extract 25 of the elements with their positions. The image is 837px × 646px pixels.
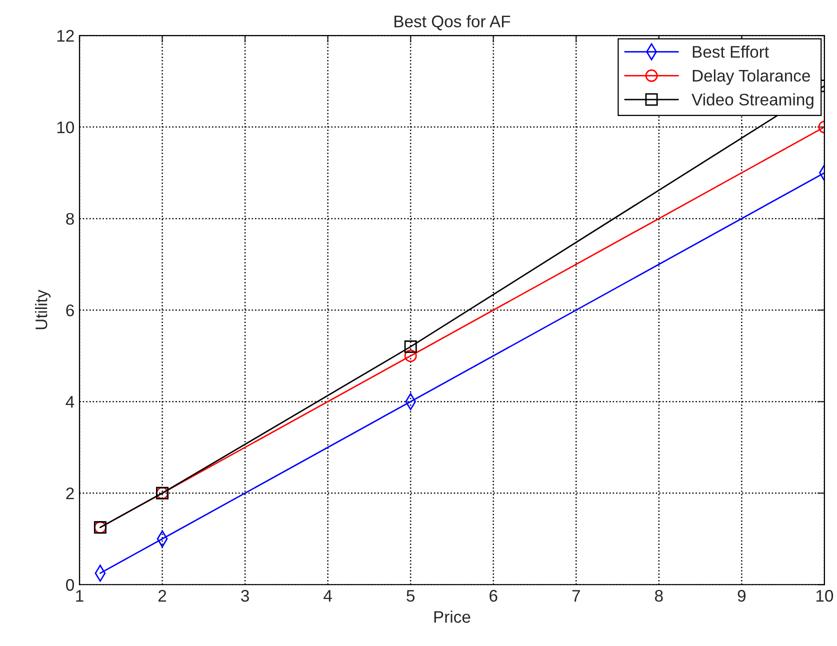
point: [404, 350, 417, 362]
y-tick-label: 2: [66, 488, 74, 500]
x-tick-label: 7: [572, 590, 580, 602]
y-tick-label: 8: [66, 212, 74, 225]
x-tick-label: 3: [241, 590, 249, 602]
y-axis-title: Utility: [35, 290, 51, 330]
legend-label: Video Streaming: [692, 93, 814, 109]
point: [404, 340, 417, 353]
x-tick-label: 9: [738, 590, 746, 602]
legend-label: Best Effort: [692, 46, 769, 58]
x-tick-label: 6: [490, 590, 498, 602]
y-tick-label: 0: [66, 579, 74, 591]
x-tick-label: 8: [654, 590, 663, 602]
x-tick-label: 5: [406, 590, 415, 602]
chart-title: Best Qos for AF: [394, 15, 510, 30]
y-tick-label: 10: [57, 121, 74, 134]
y-tick-label: 12: [57, 30, 74, 42]
y-tick-label: 6: [66, 304, 74, 316]
legend-label: Delay Tolarance: [692, 69, 810, 85]
x-axis-title: Price: [434, 610, 470, 623]
x-tick-label: 1: [76, 590, 84, 602]
x-tick-label: 10: [816, 590, 834, 602]
x-tick-label: 4: [324, 590, 332, 602]
y-tick-label: 4: [66, 396, 74, 408]
x-tick-label: 2: [158, 590, 166, 602]
